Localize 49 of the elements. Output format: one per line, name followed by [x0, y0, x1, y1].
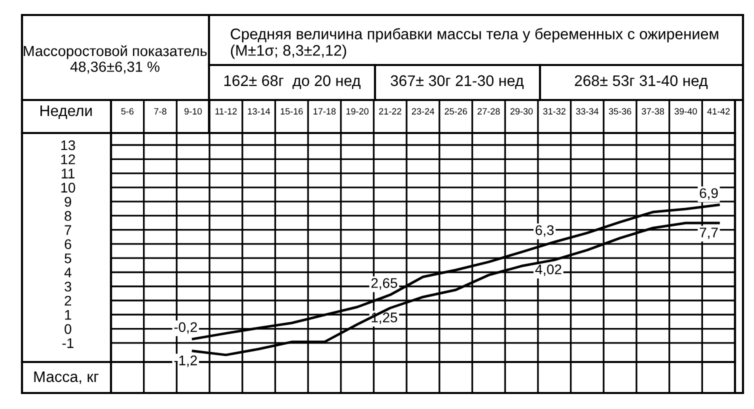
x-tick-label: 23-24 [412, 108, 434, 115]
x-tick-label: 39-40 [674, 108, 697, 115]
x-tick-label: 15-16 [280, 108, 303, 115]
y-tick-label: 1 [65, 310, 72, 320]
x-tick-label: 41-42 [707, 108, 730, 114]
x-tick-label: 25-26 [444, 108, 467, 115]
y-tick-label: -1 [62, 338, 74, 348]
annotation: 1,25 [372, 312, 398, 324]
y-tick-label: 0 [64, 324, 72, 334]
x-tick-label: 29-30 [510, 108, 533, 115]
y-tick-label: 13 [61, 140, 76, 150]
y-tick-label: 3 [64, 282, 72, 292]
y-tick-label: 7 [64, 225, 72, 235]
annotation: -0,2 [174, 322, 197, 334]
y-axis-title: Масса, кг [34, 371, 99, 384]
text: 268± 53г 31-40 нед [574, 75, 708, 89]
x-tick-label: 7-8 [154, 108, 166, 115]
y-tick-label: 8 [64, 211, 72, 221]
annotation: 4,02 [535, 264, 562, 276]
x-tick-label: 37-38 [642, 108, 664, 115]
x-tick-label: 21-22 [379, 108, 402, 114]
x-tick-label: 27-28 [478, 108, 500, 115]
x-tick-label: 5-6 [121, 108, 134, 115]
y-tick-label: 2 [64, 296, 72, 306]
x-tick-label: 35-36 [608, 108, 632, 115]
x-tick-label: 11-12 [215, 108, 237, 114]
chart-title: Средняя величина прибавки массы тела у беременных с ожирением (M±1σ; 8,3±2,12) [230, 28, 718, 59]
annotation: -1,2 [174, 356, 197, 367]
x-tick-label: 33-34 [576, 108, 598, 115]
annotation: 6,3 [536, 225, 554, 237]
y-tick-label: 4 [64, 268, 72, 278]
y-tick-label: 9 [64, 196, 72, 207]
annotation: 2,65 [371, 278, 398, 290]
x-axis-title: Недели [40, 105, 92, 120]
text: Массоростовой показатель 48,36±6,31 % [24, 45, 207, 74]
x-tick-label: 9-10 [184, 108, 202, 115]
x-tick-label: 13-14 [248, 108, 270, 115]
annotation: 7,7 [700, 228, 718, 240]
y-tick-label: 11 [62, 168, 74, 178]
y-tick-label: 6 [64, 239, 72, 250]
text: 162± 68г до 20 нед [224, 75, 361, 89]
text: 367± 30г 21-30 нед [390, 75, 524, 89]
y-tick-label: 12 [61, 154, 75, 164]
x-tick-label: 17-18 [314, 108, 336, 115]
y-tick-label: 5 [64, 254, 72, 264]
annotation: 6,9 [700, 188, 718, 200]
x-tick-label: 31-32 [543, 108, 566, 115]
x-tick-label: 19-20 [346, 108, 369, 115]
y-tick-label: 10 [61, 182, 76, 193]
